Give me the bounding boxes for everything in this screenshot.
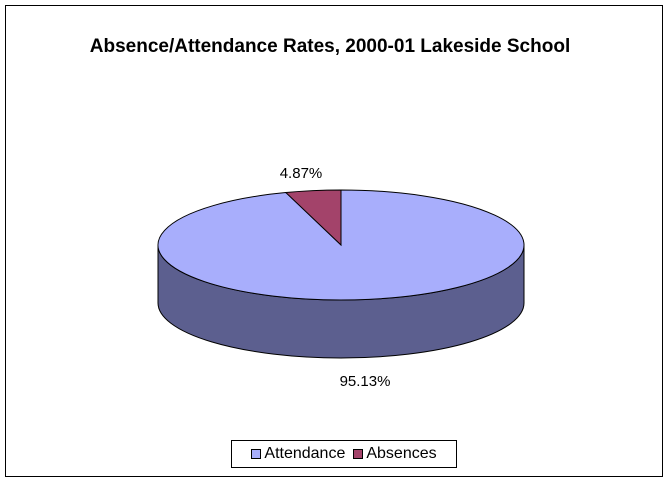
legend-entry-attendance: Attendance <box>251 445 345 463</box>
absences-slice <box>284 189 342 247</box>
chart-title: Absence/Attendance Rates, 2000-01 Lakesi… <box>89 36 571 57</box>
pie-tops <box>157 189 525 301</box>
legend-entry-absences: Absences <box>353 445 437 463</box>
legend-swatch-attendance <box>251 449 262 459</box>
legend-label-absences: Absences <box>366 445 437 462</box>
chart-legend: Attendance Absences <box>231 440 457 468</box>
legend-label-attendance: Attendance <box>264 445 346 462</box>
attendance-data-label: 95.13% <box>340 373 391 390</box>
absences-data-label: 4.87% <box>280 165 323 182</box>
legend-swatch-absences <box>353 449 364 459</box>
